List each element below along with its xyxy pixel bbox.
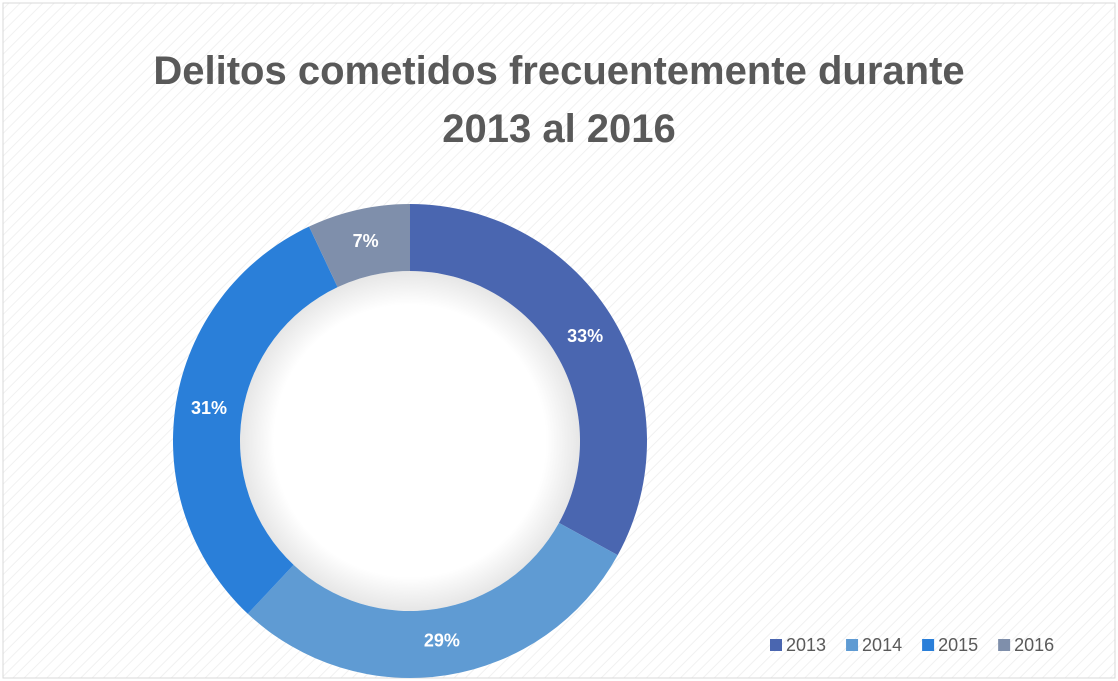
legend-label: 2014 bbox=[862, 635, 902, 655]
donut-hole bbox=[240, 271, 580, 611]
legend-label: 2016 bbox=[1014, 635, 1054, 655]
legend-swatch bbox=[998, 639, 1011, 651]
data-label: 7% bbox=[353, 231, 379, 251]
donut-segment bbox=[247, 522, 618, 678]
chart-title: Delitos cometidos frecuentemente durante… bbox=[153, 49, 965, 151]
data-label: 33% bbox=[567, 326, 603, 346]
donut-segment bbox=[410, 204, 647, 556]
data-label: 29% bbox=[424, 631, 460, 651]
legend-swatch bbox=[770, 639, 782, 651]
legend-label: 2013 bbox=[786, 635, 826, 655]
data-label: 31% bbox=[191, 398, 227, 418]
legend-swatch bbox=[922, 639, 935, 651]
legend-label: 2015 bbox=[938, 635, 978, 655]
legend-swatch bbox=[846, 639, 859, 651]
donut-segment bbox=[172, 226, 338, 614]
donut-segment bbox=[309, 204, 410, 288]
